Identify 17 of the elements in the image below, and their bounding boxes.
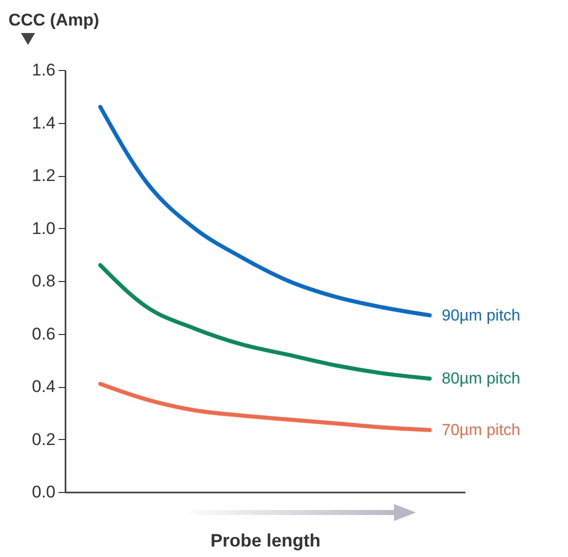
- y-tick-label: 1.0: [32, 218, 56, 238]
- y-tick-label: 1.2: [32, 166, 56, 185]
- y-tick-label: 0.2: [32, 430, 56, 449]
- line-series: [98, 263, 432, 381]
- y-tick-label: 0.4: [32, 377, 56, 396]
- y-tick-label: 1.6: [32, 60, 56, 80]
- line-series: [98, 382, 432, 432]
- y-axis-title: CCC (Amp): [8, 10, 100, 30]
- series-label: 90µm pitch: [442, 307, 520, 324]
- y-tick-label: 0.0: [32, 482, 56, 502]
- series-label: 70µm pitch: [442, 422, 520, 440]
- series-label: 80µm pitch: [442, 370, 520, 388]
- x-axis-title: Probe length: [210, 530, 321, 550]
- y-tick-label: 0.6: [32, 324, 56, 344]
- line-series: [98, 104, 432, 318]
- y-tick-label: 1.4: [32, 113, 56, 132]
- y-tick-label: 0.8: [32, 272, 56, 290]
